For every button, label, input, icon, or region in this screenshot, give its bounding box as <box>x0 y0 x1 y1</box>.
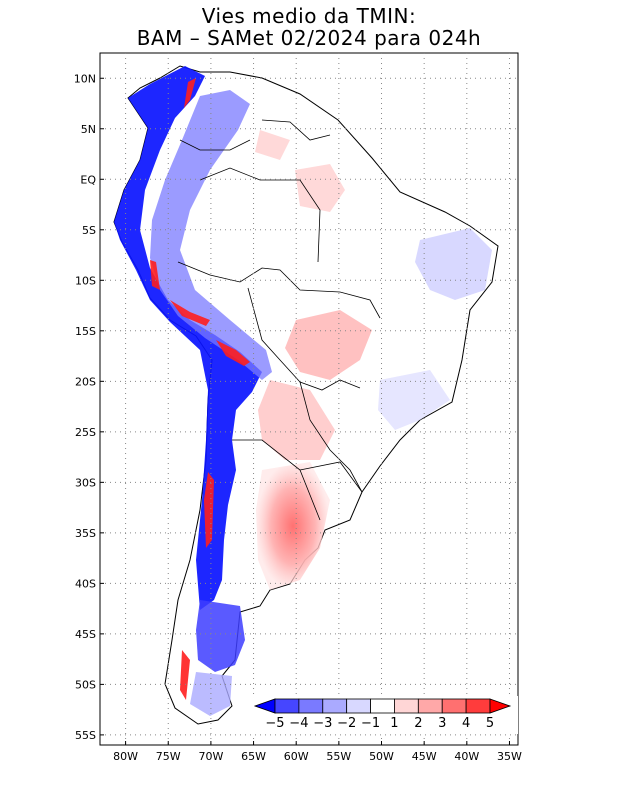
country-borders <box>177 119 381 521</box>
lon-tick-label: 65W <box>241 750 266 763</box>
lat-tick-label: 40S <box>75 577 96 590</box>
lat-tick-label: 20S <box>75 375 96 388</box>
colorbar-segment <box>298 698 324 714</box>
colorbar-right-arrow <box>489 698 512 714</box>
lon-tick-label: 50W <box>369 750 394 763</box>
colorbar-label: 1 <box>390 716 398 731</box>
amazon-warm-bias <box>255 130 345 212</box>
colorbar-segment <box>417 698 443 714</box>
lon-tick-label: 75W <box>156 750 181 763</box>
lat-tick-label: EQ <box>80 173 96 186</box>
colorbar-label: 5 <box>486 716 494 731</box>
colorbar-label: −4 <box>289 716 308 731</box>
lat-tick-label: 5S <box>82 224 96 237</box>
northeast-cold-bias <box>415 228 492 300</box>
map-title-line-2: BAM – SAMet 02/2024 para 024h <box>136 26 482 50</box>
colorbar-segment <box>346 698 371 714</box>
map-title-line-1: Vies medio da TMIN: <box>201 4 417 28</box>
lat-lon-grid <box>100 53 518 745</box>
colorbar-label: 4 <box>462 716 470 731</box>
lat-tick-label: 30S <box>75 476 96 489</box>
lon-tick-label: 35W <box>497 750 522 763</box>
lat-tick-label: 45S <box>75 628 96 641</box>
colorbar-segment <box>322 698 348 714</box>
lat-tick-label: 10S <box>75 274 96 287</box>
lat-tick-label: 10N <box>74 72 96 85</box>
chaco-warm-bias <box>258 380 335 460</box>
lat-tick-label: 25S <box>75 426 96 439</box>
andes-cold-bias-band <box>114 66 262 610</box>
colorbar-label: −2 <box>337 716 356 731</box>
lon-tick-label: 55W <box>326 750 351 763</box>
lon-tick-label: 40W <box>454 750 479 763</box>
argentina-warm-bias <box>256 462 330 590</box>
lat-tick-label: 35S <box>75 527 96 540</box>
lat-tick-label: 50S <box>75 678 96 691</box>
lon-tick-label: 80W <box>113 750 138 763</box>
lon-tick-label: 60W <box>284 750 309 763</box>
colorbar-segment <box>465 698 491 714</box>
southeast-mixed-bias <box>378 370 450 430</box>
colorbar: −5 −4 −3 −2 −1 1 2 3 4 5 <box>250 696 518 734</box>
central-warm-bias <box>285 310 372 380</box>
lat-tick-label: 15S <box>75 325 96 338</box>
lat-tick-label: 5N <box>81 123 96 136</box>
colorbar-segment <box>441 698 467 714</box>
lon-tick-label: 70W <box>198 750 223 763</box>
colorbar-segment <box>394 698 419 714</box>
colorbar-label: −1 <box>361 716 380 731</box>
colorbar-label: −5 <box>265 716 284 731</box>
colorbar-segment <box>274 698 300 714</box>
latitude-labels: 10N 5N EQ 5S 10S 15S 20S 25S 30S 35S 40S 45S 50S 55S <box>74 72 104 742</box>
lat-tick-label: 55S <box>75 729 96 742</box>
colorbar-label: 3 <box>438 716 446 731</box>
colorbar-label: 2 <box>414 716 422 731</box>
patagonia-cold-bias <box>196 600 245 672</box>
longitude-labels: 80W 75W 70W 65W 60W 55W 50W 45W 40W 35W <box>113 741 522 763</box>
colorbar-segment <box>370 698 395 714</box>
lon-tick-label: 45W <box>412 750 437 763</box>
colorbar-label: −3 <box>313 716 332 731</box>
